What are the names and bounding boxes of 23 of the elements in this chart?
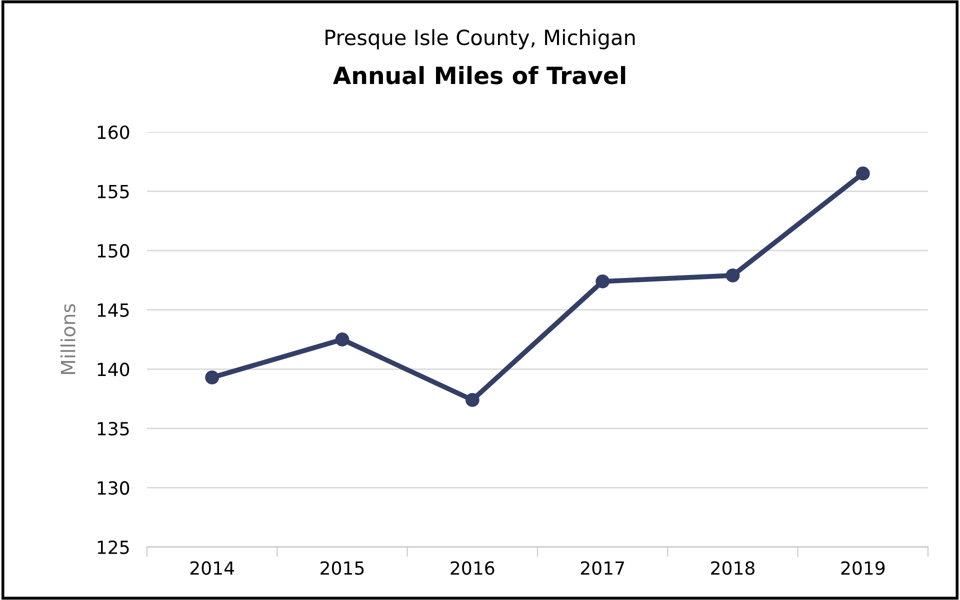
x-tick-label: 2015: [320, 561, 364, 575]
y-tick-label: 125: [98, 540, 129, 554]
x-tick-label: 2019: [841, 561, 885, 575]
y-tick-label: 140: [98, 362, 130, 376]
point: [596, 274, 610, 288]
chart-subtitle: Presque Isle County, Michigan: [326, 29, 635, 50]
y-tick-label: 145: [98, 304, 129, 317]
point: [726, 268, 740, 282]
y-tick-label: 155: [98, 184, 129, 198]
y-tick-label: 135: [98, 422, 129, 436]
chart-title: Annual Miles of Travel: [333, 66, 626, 84]
point: [205, 370, 220, 384]
y-tick-label: 150: [98, 244, 130, 258]
y-tick-label: 160: [98, 125, 130, 140]
point: [856, 166, 870, 180]
x-tick-label: 2017: [580, 561, 624, 575]
point: [335, 332, 350, 346]
y-axis-title: Millions: [60, 304, 76, 374]
x-tick-label: 2018: [711, 561, 754, 575]
x-tick-label: 2014: [190, 561, 234, 575]
point: [465, 393, 480, 407]
x-tick-label: 2016: [450, 561, 494, 575]
y-tick-label: 130: [98, 481, 130, 495]
